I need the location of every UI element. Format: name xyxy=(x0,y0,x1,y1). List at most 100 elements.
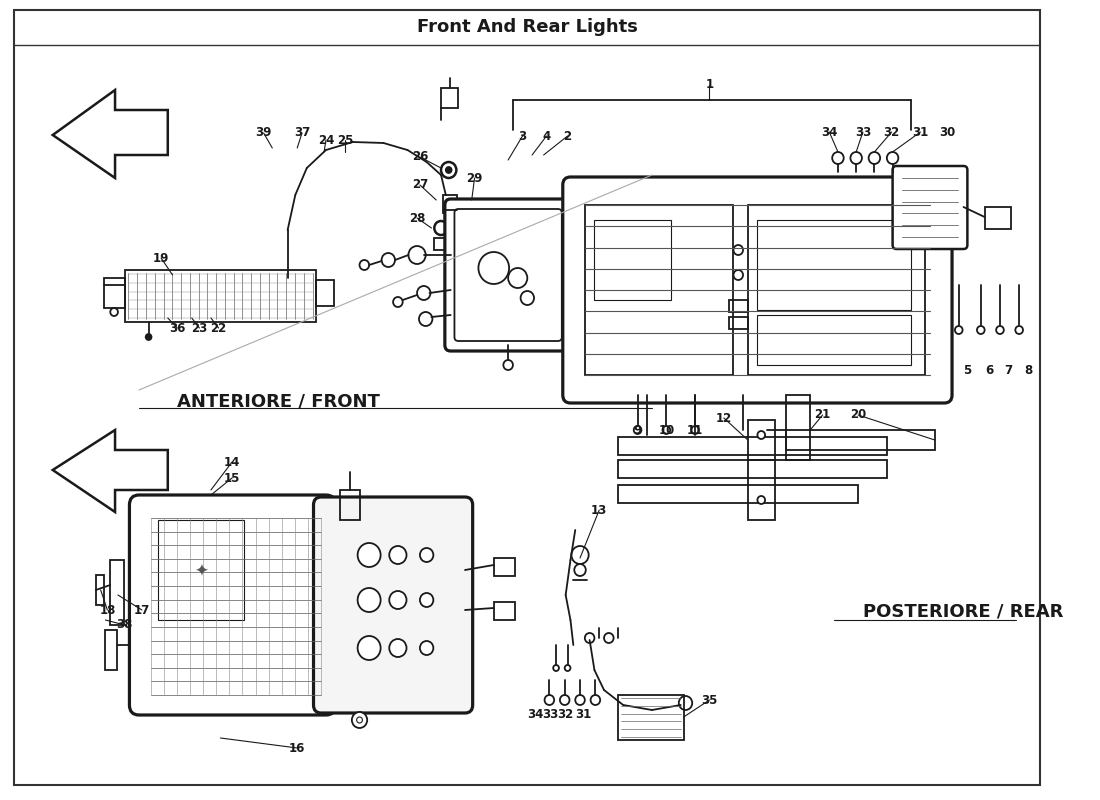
FancyBboxPatch shape xyxy=(454,209,562,341)
Text: ✦: ✦ xyxy=(195,563,208,581)
Circle shape xyxy=(869,152,880,164)
Bar xyxy=(786,395,810,460)
Circle shape xyxy=(571,546,588,564)
Bar xyxy=(494,602,515,620)
Text: 12: 12 xyxy=(716,411,732,425)
Text: POSTERIORE / REAR: POSTERIORE / REAR xyxy=(862,603,1064,621)
Circle shape xyxy=(544,695,554,705)
Circle shape xyxy=(420,641,433,655)
Circle shape xyxy=(679,696,692,710)
Text: 10: 10 xyxy=(658,423,674,437)
Bar xyxy=(340,490,360,520)
Circle shape xyxy=(145,334,152,340)
Bar xyxy=(748,420,774,520)
Circle shape xyxy=(520,291,534,305)
Circle shape xyxy=(417,286,430,300)
Bar xyxy=(441,88,459,108)
Circle shape xyxy=(358,636,381,660)
Circle shape xyxy=(434,221,448,235)
Text: 21: 21 xyxy=(814,409,830,422)
Circle shape xyxy=(352,712,367,728)
Circle shape xyxy=(358,543,381,567)
Text: 5: 5 xyxy=(964,363,971,377)
Text: 36: 36 xyxy=(169,322,186,334)
Circle shape xyxy=(662,426,670,434)
Text: 31: 31 xyxy=(912,126,928,138)
Bar xyxy=(317,280,333,306)
Bar xyxy=(585,205,734,375)
Text: 19: 19 xyxy=(153,251,169,265)
Bar xyxy=(618,437,887,455)
Bar xyxy=(96,575,103,605)
Circle shape xyxy=(382,253,395,267)
Text: 38: 38 xyxy=(117,618,133,631)
Text: 14: 14 xyxy=(223,455,240,469)
Text: 18: 18 xyxy=(99,603,116,617)
Circle shape xyxy=(356,717,362,723)
Text: 33: 33 xyxy=(855,126,871,138)
Circle shape xyxy=(997,326,1004,334)
Text: 7: 7 xyxy=(1004,363,1013,377)
Text: 9: 9 xyxy=(634,423,641,437)
Text: 32: 32 xyxy=(883,126,900,138)
Circle shape xyxy=(420,593,433,607)
Text: 30: 30 xyxy=(939,126,956,138)
Circle shape xyxy=(560,695,570,705)
Text: 22: 22 xyxy=(210,322,227,334)
Circle shape xyxy=(564,665,571,671)
Text: 6: 6 xyxy=(986,363,993,377)
Bar xyxy=(594,220,671,300)
Circle shape xyxy=(758,431,766,439)
Text: 34: 34 xyxy=(527,709,543,722)
Text: 34: 34 xyxy=(821,126,837,138)
Circle shape xyxy=(478,252,509,284)
Circle shape xyxy=(110,308,118,316)
Bar xyxy=(728,300,748,312)
Circle shape xyxy=(360,260,370,270)
Bar xyxy=(618,485,858,503)
Circle shape xyxy=(955,326,962,334)
Text: 25: 25 xyxy=(337,134,353,146)
Bar xyxy=(434,238,450,250)
FancyBboxPatch shape xyxy=(444,199,571,351)
Text: 26: 26 xyxy=(411,150,428,163)
Text: 37: 37 xyxy=(294,126,310,139)
Bar xyxy=(110,560,123,625)
Text: 8: 8 xyxy=(1024,363,1033,377)
Circle shape xyxy=(833,152,844,164)
Circle shape xyxy=(758,496,766,504)
Text: 3: 3 xyxy=(518,130,527,142)
Text: 2: 2 xyxy=(563,130,572,142)
Circle shape xyxy=(553,665,559,671)
Bar xyxy=(758,315,911,365)
Text: 39: 39 xyxy=(255,126,272,139)
Text: 23: 23 xyxy=(191,322,208,334)
Circle shape xyxy=(358,588,381,612)
Circle shape xyxy=(504,360,513,370)
Circle shape xyxy=(508,268,527,288)
FancyBboxPatch shape xyxy=(892,166,967,249)
Circle shape xyxy=(393,297,403,307)
Text: 15: 15 xyxy=(223,471,240,485)
Bar xyxy=(472,200,490,214)
Text: 35: 35 xyxy=(702,694,717,706)
Circle shape xyxy=(734,245,742,255)
Text: 1: 1 xyxy=(705,78,714,91)
Circle shape xyxy=(389,639,407,657)
Circle shape xyxy=(389,591,407,609)
Text: 31: 31 xyxy=(575,709,591,722)
Bar xyxy=(443,195,458,213)
Text: 27: 27 xyxy=(411,178,428,191)
Circle shape xyxy=(574,564,586,576)
Text: 17: 17 xyxy=(134,603,150,617)
Circle shape xyxy=(389,546,407,564)
Bar xyxy=(103,278,124,308)
Circle shape xyxy=(419,312,432,326)
Circle shape xyxy=(446,167,452,173)
Text: Front And Rear Lights: Front And Rear Lights xyxy=(417,18,638,36)
Circle shape xyxy=(420,548,433,562)
Circle shape xyxy=(591,695,601,705)
Circle shape xyxy=(604,633,614,643)
Text: 24: 24 xyxy=(318,134,334,146)
Circle shape xyxy=(887,152,899,164)
